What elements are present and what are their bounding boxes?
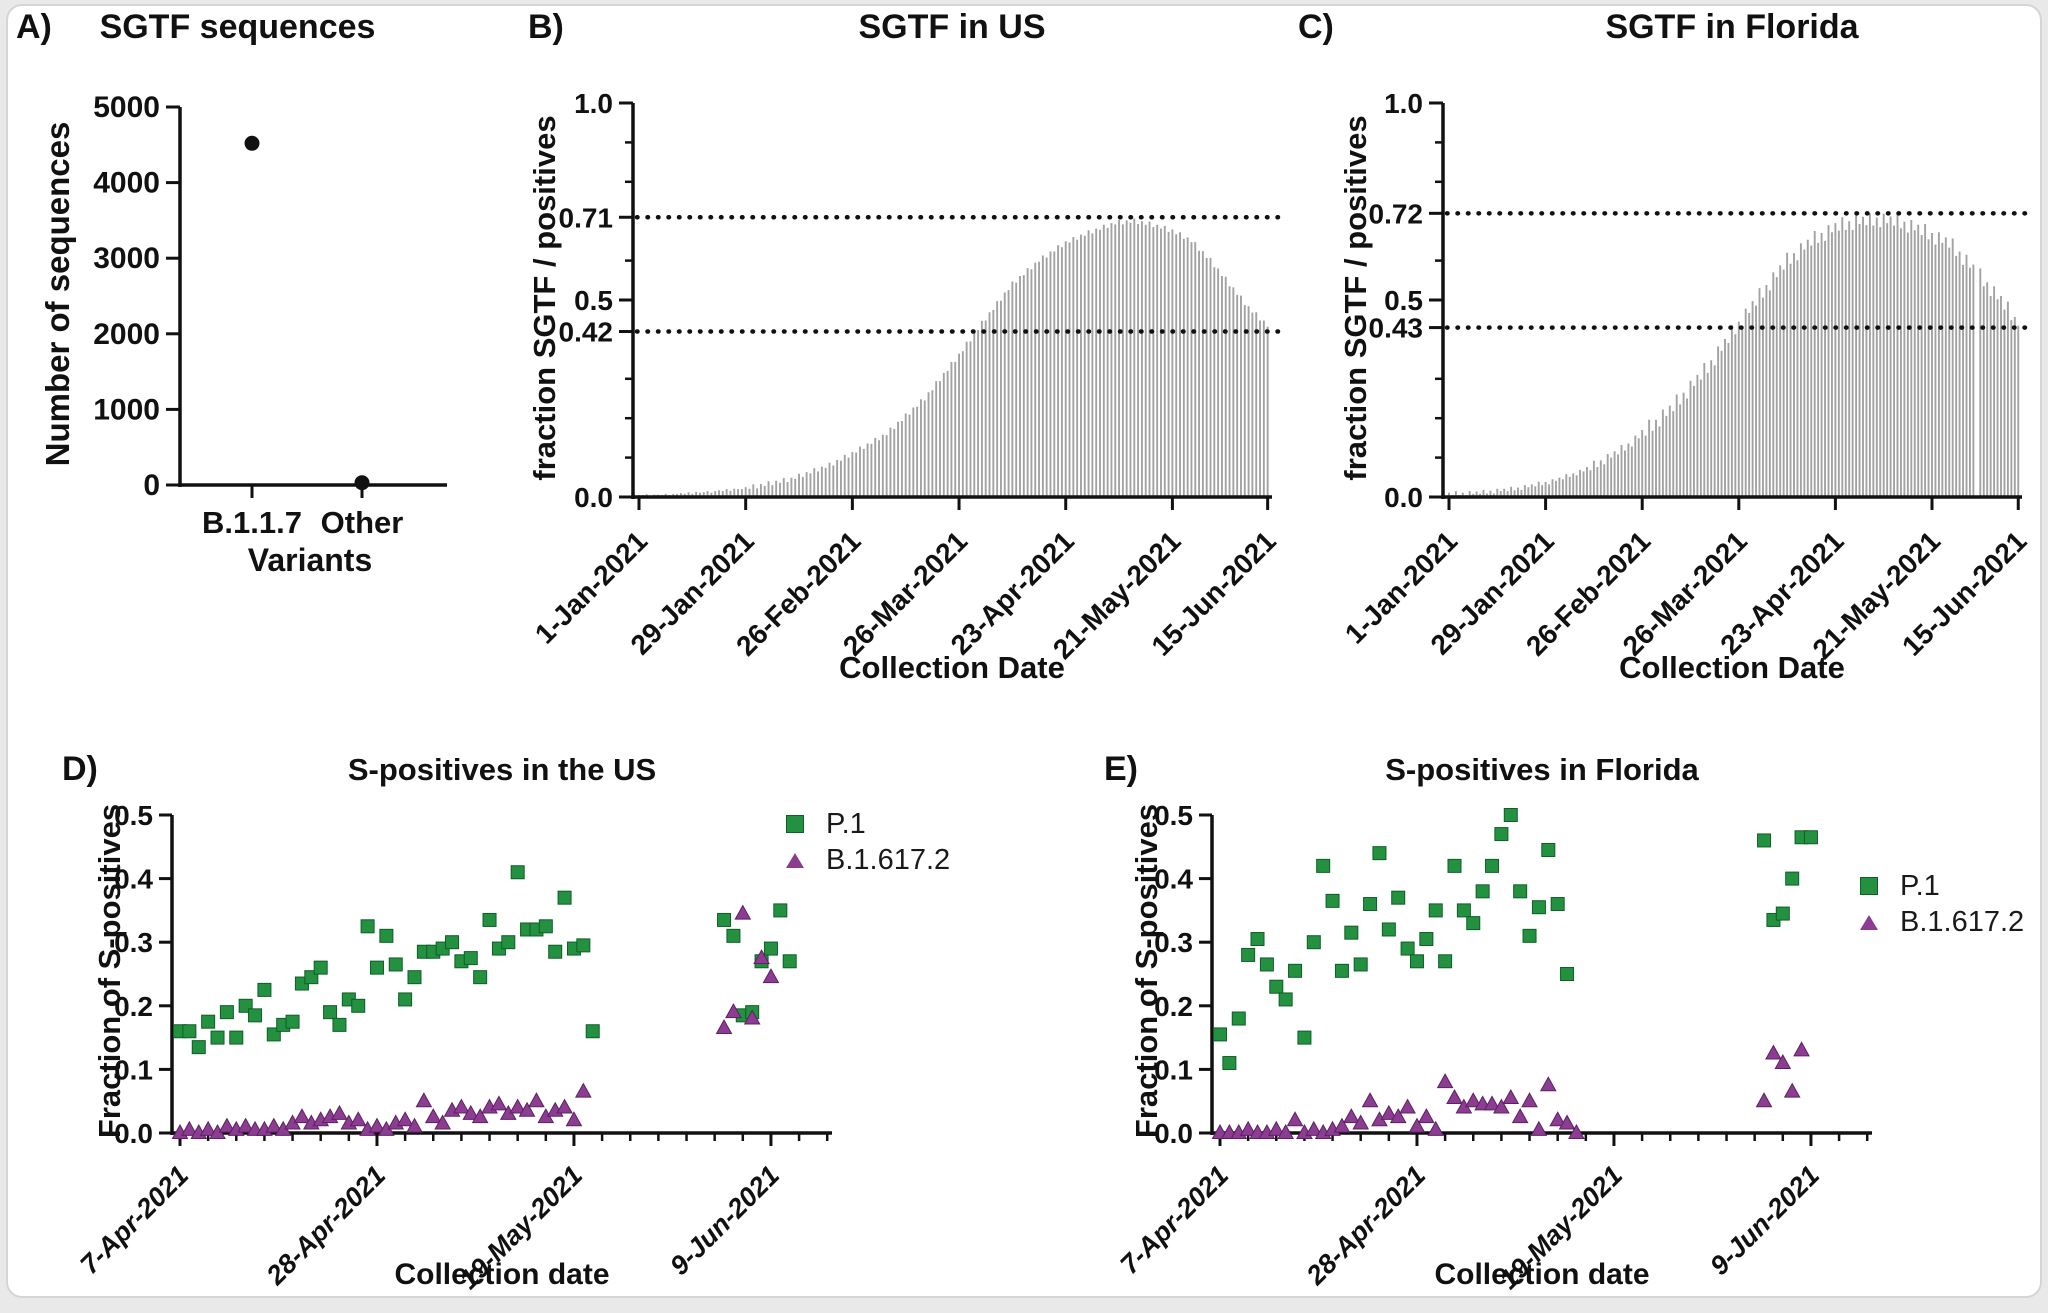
legend-item-b16172: B.1.617.2: [786, 843, 951, 876]
panel-a-title: SGTF sequences: [99, 8, 376, 46]
svg-text:0.2: 0.2: [1154, 991, 1193, 1022]
panel-d-legend: P.1 B.1.617.2: [786, 807, 951, 876]
svg-text:0.0: 0.0: [1384, 482, 1423, 513]
svg-text:4000: 4000: [93, 167, 160, 200]
svg-text:0.43: 0.43: [1369, 313, 1424, 344]
panel-a-letter: A): [16, 8, 52, 46]
svg-text:0.5: 0.5: [1384, 285, 1423, 316]
svg-text:0.1: 0.1: [114, 1054, 153, 1085]
svg-text:0.2: 0.2: [114, 991, 153, 1022]
svg-text:1000: 1000: [93, 393, 160, 426]
panel-b-title: SGTF in US: [858, 8, 1046, 46]
legend-item-p1: P.1: [786, 807, 950, 840]
panel-d-x-axis-label: Collection date: [394, 1258, 610, 1291]
p1-square-icon: [1860, 877, 1878, 895]
panel-d-letter: D): [62, 750, 98, 788]
svg-text:28-Apr-2021: 28-Apr-2021: [1300, 1160, 1431, 1291]
svg-text:0.1: 0.1: [1154, 1054, 1193, 1085]
panel-b-x-axis-label: Collection Date: [839, 650, 1065, 685]
panel-e-x-axis-label: Collection date: [1434, 1258, 1650, 1291]
svg-text:7-Apr-2021: 7-Apr-2021: [1114, 1160, 1234, 1280]
svg-text:0.5: 0.5: [574, 285, 613, 316]
figure-card: [6, 4, 2042, 1298]
svg-text:9-Jun-2021: 9-Jun-2021: [664, 1160, 785, 1281]
panel-e-legend: P.1 B.1.617.2: [1860, 869, 2025, 938]
panel-c-letter: C): [1298, 8, 1334, 46]
legend-item-b16172: B.1.617.2: [1860, 905, 2025, 938]
svg-text:1.0: 1.0: [1384, 88, 1423, 119]
svg-text:9-Jun-2021: 9-Jun-2021: [1704, 1160, 1825, 1281]
svg-text:0.5: 0.5: [1154, 800, 1193, 831]
svg-text:28-Apr-2021: 28-Apr-2021: [260, 1160, 391, 1291]
panel-c-x-axis-label: Collection Date: [1619, 650, 1845, 685]
panel-c-title: SGTF in Florida: [1605, 8, 1859, 46]
svg-text:0.71: 0.71: [559, 202, 614, 233]
svg-text:0: 0: [143, 469, 160, 502]
svg-text:0.72: 0.72: [1369, 198, 1424, 229]
svg-text:2000: 2000: [93, 318, 160, 351]
panel-e-letter: E): [1104, 750, 1138, 788]
svg-text:7-Apr-2021: 7-Apr-2021: [74, 1160, 194, 1280]
svg-text:0.4: 0.4: [1154, 864, 1193, 895]
svg-text:5000: 5000: [93, 91, 160, 124]
legend-item-p1: P.1: [1860, 869, 2024, 902]
svg-text:1.0: 1.0: [574, 88, 613, 119]
panel-d-title: S-positives in the US: [347, 752, 657, 787]
b16172-triangle-icon: [1860, 914, 1878, 930]
svg-text:B.1.1.7: B.1.1.7: [202, 505, 302, 540]
svg-text:19-May-2021: 19-May-2021: [453, 1160, 588, 1295]
svg-text:19-May-2021: 19-May-2021: [1493, 1160, 1628, 1295]
b16172-triangle-icon: [786, 852, 804, 868]
svg-text:0.5: 0.5: [114, 800, 153, 831]
svg-text:0.0: 0.0: [574, 482, 613, 513]
panel-b-letter: B): [528, 8, 564, 46]
legend-label: B.1.617.2: [1900, 905, 2025, 938]
p1-square-icon: [786, 815, 804, 833]
legend-label: P.1: [1900, 869, 1940, 902]
legend-label: B.1.617.2: [826, 843, 951, 876]
svg-text:0.4: 0.4: [114, 864, 153, 895]
svg-text:0.3: 0.3: [1154, 927, 1193, 958]
svg-text:0.0: 0.0: [1154, 1118, 1193, 1149]
svg-text:0.42: 0.42: [559, 317, 614, 348]
legend-label: P.1: [826, 807, 866, 840]
svg-text:0.0: 0.0: [114, 1118, 153, 1149]
svg-text:0.3: 0.3: [114, 927, 153, 958]
svg-text:Other: Other: [321, 505, 404, 540]
panel-e-title: S-positives in Florida: [1385, 752, 1699, 787]
panel-a-x-axis-label: Variants: [247, 542, 373, 578]
svg-text:3000: 3000: [93, 242, 160, 275]
